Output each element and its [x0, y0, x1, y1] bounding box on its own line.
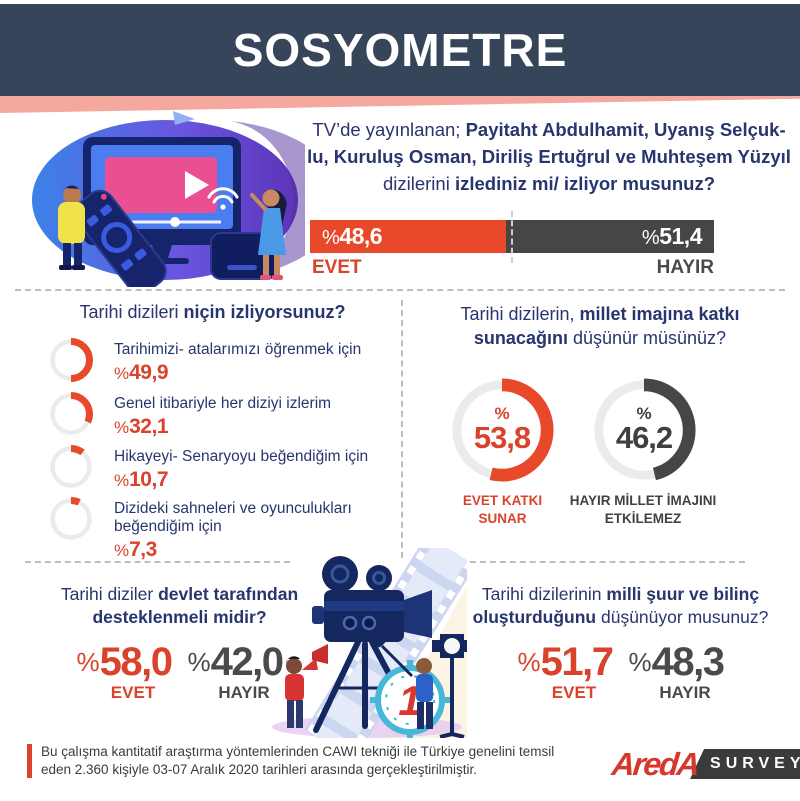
film-camera — [312, 556, 432, 642]
stat-row: % 51,7 EVET % 48,3 HAYIR — [453, 642, 788, 703]
page-title: SOSYOMETRE — [232, 24, 568, 76]
reason-text: Dizideki sahneleri ve oyunculukları beğe… — [114, 496, 374, 562]
donut-value: % 46,2 — [615, 404, 673, 455]
bar-segment-evet: %48,6 — [310, 220, 507, 253]
contrib-heading: Tarihi dizilerin, millet imajına katkı s… — [460, 304, 740, 348]
question-line: lu, Kuruluş Osman, Diriliş Ertuğrul ve M… — [307, 146, 791, 167]
survey-question-1: TV’de yayınlanan; Payitaht Abdulhamit, U… — [305, 116, 793, 197]
state-support-heading: Tarihi diziler devlet tarafından destekl… — [60, 584, 299, 627]
stat-evet: % 51,7 EVET — [517, 640, 614, 702]
director-figure — [285, 644, 328, 728]
logo-survey-box: SURVEY — [690, 749, 800, 779]
reason-value: %32,1 — [114, 415, 168, 438]
horizontal-divider — [25, 561, 290, 563]
remote-control — [73, 189, 167, 287]
bar-value-evet: %48,6 — [322, 223, 383, 249]
countdown-number: 1 — [398, 677, 421, 724]
woman-figure — [250, 189, 287, 280]
stat-evet: % 58,0 EVET — [76, 640, 173, 702]
paper-plane-icon — [173, 111, 195, 125]
bar-segment-hayir: %51,4 — [506, 220, 714, 253]
logo-wordmark: AredA — [610, 745, 700, 782]
reason-text: Genel itibariyle her diziyi izlerim %32,… — [114, 391, 331, 439]
boom-operator-figure — [374, 636, 433, 729]
reason-item: Hikayeyi- Senaryoyu beğendiğim için %10,… — [48, 444, 383, 492]
areda-survey-logo: AredA SURVEY — [610, 744, 800, 784]
donut-value: % 53,8 — [473, 404, 531, 455]
donut-label-evet: EVET KATKI SUNAR — [462, 493, 543, 526]
question-line: dizilerini izlediniz mi/ izliyor musunuz… — [382, 173, 716, 194]
ring-chart-icon — [49, 497, 93, 541]
stat-hayir: % 42,0 HAYIR — [187, 640, 284, 702]
reason-value: %49,9 — [114, 361, 168, 384]
donut-svg — [450, 378, 554, 482]
tv-watching-illustration — [32, 111, 305, 287]
consciousness-block: Tarihi dizilerinin milli şuur ve bilinç … — [453, 583, 788, 703]
ring-chart-icon — [49, 392, 93, 436]
reason-label: Genel itibariyle her diziyi izlerim — [114, 395, 332, 412]
consciousness-heading: Tarihi dizilerinin milli şuur ve bilinç … — [472, 584, 769, 627]
stat-hayir: % 48,3 HAYIR — [628, 640, 725, 702]
play-icon — [185, 171, 209, 199]
footnote-accent-bar — [27, 744, 32, 778]
state-support-block: Tarihi diziler devlet tarafından destekl… — [12, 583, 347, 703]
reason-value: %7,3 — [114, 538, 157, 561]
reason-label: Hikayeyi- Senaryoyu beğendiğim için — [114, 448, 369, 465]
ring-chart-icon — [49, 338, 93, 382]
wifi-icon — [207, 187, 239, 210]
yes-no-bar-chart: %48,6 %51,4 — [310, 220, 714, 253]
bar-label-hayir: HAYIR — [656, 257, 714, 278]
bar-label-evet: EVET — [312, 257, 362, 278]
horizontal-divider — [440, 561, 745, 563]
reason-item: Tarihimizi- atalarımızı öğrenmek için %4… — [48, 337, 383, 385]
reason-label: Tarihimizi- atalarımızı öğrenmek için — [114, 341, 362, 358]
donut-chart-evet: % 53,8 — [448, 376, 556, 484]
man-figure — [58, 185, 85, 270]
reason-value: %10,7 — [114, 468, 168, 491]
reason-item: Dizideki sahneleri ve oyunculukları beğe… — [48, 496, 383, 562]
ring-chart-icon — [49, 445, 93, 489]
vertical-divider — [401, 300, 403, 558]
studio-light — [432, 634, 467, 738]
reasons-heading: Tarihi dizileri niçin izliyorsunuz? — [79, 302, 346, 322]
bar-value-hayir: %51,4 — [641, 223, 703, 249]
methodology-note: Bu çalışma kantitatif araştırma yöntemle… — [41, 744, 555, 777]
question-line: TV’de yayınlanan; Payitaht Abdulhamit, U… — [312, 119, 786, 140]
reason-text: Tarihimizi- atalarımızı öğrenmek için %4… — [114, 337, 361, 385]
reason-item: Genel itibariyle her diziyi izlerim %32,… — [48, 391, 383, 439]
stat-row: % 58,0 EVET % 42,0 HAYIR — [12, 642, 347, 703]
donut-chart-hayir: % 46,2 — [590, 376, 698, 484]
fifty-percent-marker — [511, 211, 513, 263]
header-bar: SOSYOMETRE — [0, 4, 800, 96]
horizontal-divider — [15, 289, 785, 291]
donut-label-hayir: HAYIR MİLLET İMAJINI ETKİLEMEZ — [569, 493, 717, 526]
film-camera-illustration: 1 — [272, 548, 467, 738]
reason-label: Dizideki sahneleri ve oyunculukları beğe… — [114, 500, 352, 535]
reason-text: Hikayeyi- Senaryoyu beğendiğim için %10,… — [114, 444, 368, 492]
donut-svg — [592, 378, 696, 482]
